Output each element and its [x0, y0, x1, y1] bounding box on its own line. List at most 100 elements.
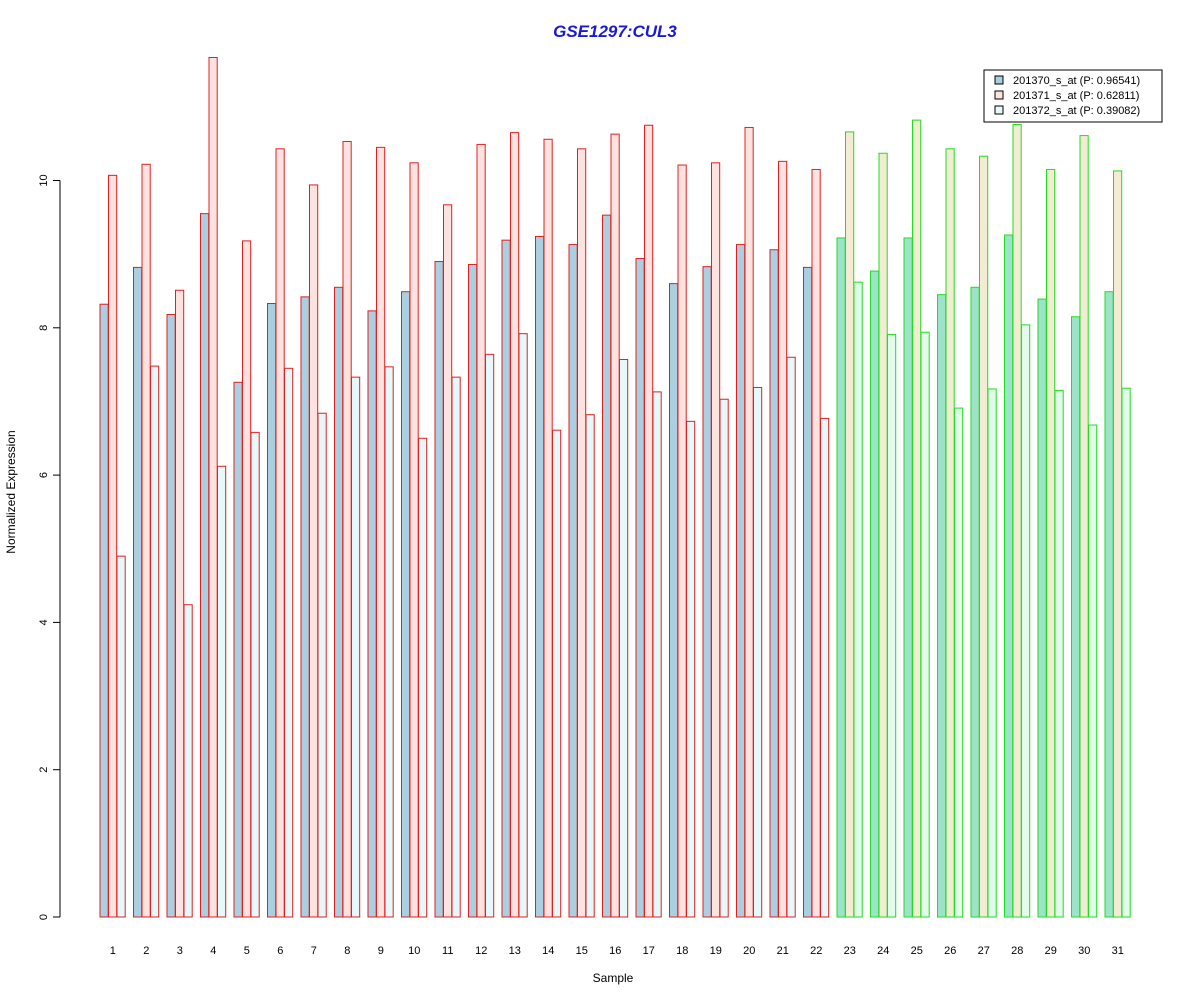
- x-tick-label: 19: [710, 945, 722, 957]
- bar-sample-13-series-1: [501, 239, 511, 918]
- bar-sample-12-series-3: [485, 353, 495, 918]
- bar-sample-6-series-1: [267, 303, 277, 918]
- bar-sample-29-series-2: [1046, 168, 1056, 918]
- x-tick-label: 28: [1011, 945, 1023, 957]
- x-tick-label: 23: [844, 945, 856, 957]
- bars-layer: [99, 57, 1131, 918]
- bar-sample-5-series-1: [233, 381, 243, 918]
- legend-swatch: [994, 75, 1004, 85]
- bar-sample-31-series-1: [1104, 291, 1114, 918]
- bar-sample-11-series-2: [443, 204, 453, 918]
- bar-sample-22-series-1: [803, 266, 813, 918]
- bar-sample-28-series-2: [1012, 124, 1022, 918]
- bar-sample-11-series-1: [434, 261, 444, 918]
- bar-sample-7-series-1: [300, 296, 310, 918]
- bar-sample-30-series-3: [1088, 424, 1098, 918]
- bar-sample-4-series-1: [200, 213, 210, 918]
- bar-sample-4-series-2: [208, 57, 218, 918]
- bar-sample-6-series-3: [284, 367, 294, 918]
- bar-sample-16-series-3: [619, 358, 629, 918]
- bar-sample-8-series-2: [342, 140, 352, 918]
- x-tick-label: 21: [777, 945, 789, 957]
- bar-sample-12-series-1: [468, 263, 478, 918]
- bar-sample-5-series-3: [250, 431, 260, 918]
- bar-sample-17-series-1: [635, 258, 645, 918]
- y-axis: 0 2 4 6 8 10: [38, 174, 61, 920]
- x-tick-label: 29: [1045, 945, 1057, 957]
- bar-sample-22-series-3: [820, 417, 830, 918]
- bar-sample-24-series-1: [870, 270, 880, 918]
- x-tick-label: 4: [210, 945, 216, 957]
- legend-swatch: [994, 90, 1004, 100]
- bar-sample-7-series-2: [309, 184, 319, 918]
- bar-sample-10-series-2: [409, 162, 419, 918]
- bar-sample-8-series-3: [351, 376, 361, 918]
- bar-sample-3-series-2: [175, 289, 185, 918]
- bar-sample-4-series-3: [217, 465, 227, 918]
- y-axis-label: Normalized Expression: [4, 430, 18, 553]
- x-tick-label: 10: [408, 945, 420, 957]
- bar-sample-28-series-1: [1004, 234, 1014, 918]
- x-tick-label: 1: [110, 945, 116, 957]
- bar-sample-21-series-1: [769, 249, 779, 918]
- legend-entry: 201372_s_at (P: 0.39082): [1013, 105, 1140, 117]
- bar-sample-2-series-2: [141, 163, 151, 918]
- bar-sample-21-series-3: [786, 356, 796, 918]
- bar-sample-14-series-3: [552, 429, 562, 918]
- bar-sample-23-series-3: [853, 281, 863, 918]
- x-tick-label: 26: [944, 945, 956, 957]
- x-tick-label: 14: [542, 945, 554, 957]
- bar-sample-27-series-2: [979, 155, 989, 918]
- x-tick-label: 18: [676, 945, 688, 957]
- bar-sample-14-series-2: [543, 138, 553, 918]
- bar-sample-25-series-1: [903, 237, 913, 918]
- bar-sample-26-series-1: [937, 294, 947, 918]
- bar-sample-13-series-2: [510, 132, 520, 918]
- y-tick-label: 0: [38, 914, 50, 920]
- x-tick-labels: 1 2 3 4 5 6 7 8 9 10 11 12 13 14 15 16 17 18 19 20 21 22 23 24 2…: [110, 945, 1124, 957]
- bar-sample-9-series-3: [384, 366, 394, 918]
- x-tick-label: 20: [743, 945, 755, 957]
- bar-sample-29-series-3: [1054, 389, 1064, 918]
- bar-sample-19-series-1: [702, 266, 712, 918]
- y-tick-label: 10: [38, 174, 50, 186]
- bar-sample-18-series-2: [677, 164, 687, 918]
- bar-sample-12-series-2: [476, 143, 486, 918]
- bar-sample-31-series-3: [1121, 387, 1131, 918]
- y-tick-label: 6: [38, 472, 50, 478]
- bar-sample-3-series-1: [166, 314, 176, 918]
- bar-sample-23-series-2: [845, 131, 855, 918]
- bar-sample-15-series-2: [577, 148, 587, 918]
- bar-sample-24-series-2: [878, 152, 888, 918]
- bar-sample-18-series-1: [669, 283, 679, 918]
- legend-swatch: [994, 105, 1004, 115]
- bar-sample-25-series-3: [920, 331, 930, 918]
- bar-sample-15-series-3: [585, 414, 595, 918]
- bar-sample-28-series-3: [1021, 324, 1031, 918]
- bar-sample-19-series-2: [711, 162, 721, 918]
- bar-sample-14-series-1: [535, 235, 545, 918]
- bar-sample-2-series-3: [150, 365, 160, 918]
- bar-sample-26-series-3: [954, 407, 964, 918]
- bar-sample-21-series-2: [778, 160, 788, 918]
- x-tick-label: 30: [1078, 945, 1090, 957]
- x-tick-label: 25: [911, 945, 923, 957]
- bar-sample-8-series-1: [334, 286, 344, 918]
- bar-sample-1-series-3: [116, 555, 126, 918]
- bar-sample-29-series-1: [1037, 298, 1047, 918]
- x-tick-label: 22: [810, 945, 822, 957]
- bar-sample-27-series-1: [970, 286, 980, 918]
- bar-sample-16-series-1: [602, 214, 612, 918]
- bar-sample-17-series-3: [652, 391, 662, 918]
- bar-sample-15-series-1: [568, 244, 578, 918]
- bar-sample-17-series-2: [644, 124, 654, 918]
- bar-sample-6-series-2: [275, 148, 285, 918]
- bar-sample-13-series-3: [518, 333, 528, 918]
- bar-sample-3-series-3: [183, 604, 193, 918]
- bar-sample-20-series-2: [744, 126, 754, 918]
- x-tick-label: 17: [643, 945, 655, 957]
- x-tick-label: 16: [609, 945, 621, 957]
- y-tick-label: 8: [38, 325, 50, 331]
- x-tick-label: 7: [311, 945, 317, 957]
